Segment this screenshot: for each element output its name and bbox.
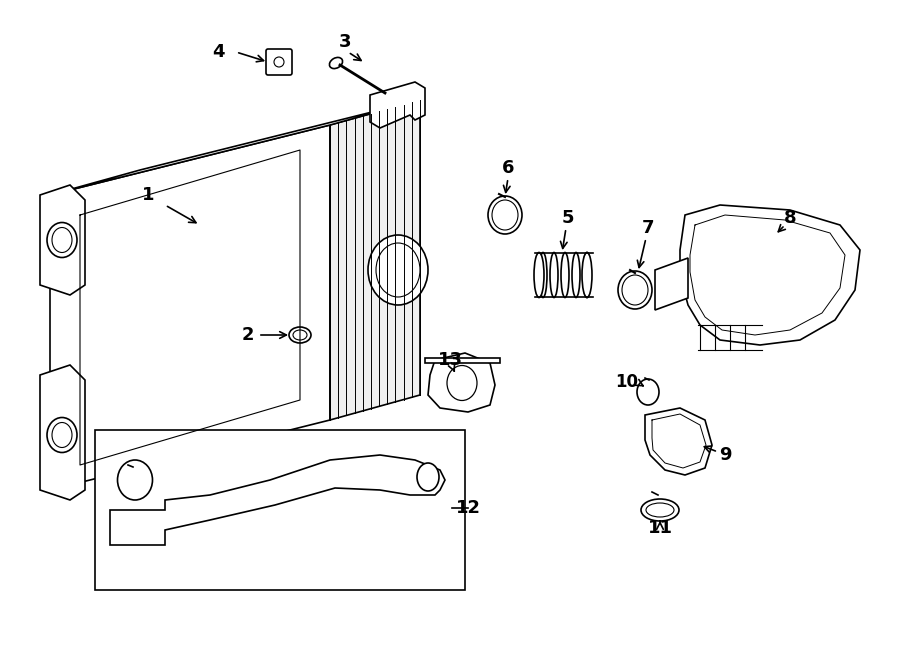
Text: 4: 4	[212, 43, 224, 61]
Ellipse shape	[583, 253, 591, 297]
Text: 8: 8	[784, 209, 796, 227]
Ellipse shape	[47, 418, 77, 453]
Ellipse shape	[582, 253, 592, 297]
Ellipse shape	[118, 460, 152, 500]
Text: 6: 6	[502, 159, 514, 177]
Polygon shape	[330, 100, 420, 420]
Ellipse shape	[618, 271, 652, 309]
Ellipse shape	[376, 243, 420, 297]
Polygon shape	[645, 408, 712, 475]
Polygon shape	[370, 82, 425, 128]
FancyBboxPatch shape	[266, 49, 292, 75]
Text: 11: 11	[647, 519, 672, 537]
Ellipse shape	[368, 235, 428, 305]
Text: 7: 7	[642, 219, 654, 237]
Ellipse shape	[572, 253, 580, 297]
Text: 13: 13	[437, 351, 463, 369]
Ellipse shape	[534, 253, 544, 297]
Text: 5: 5	[562, 209, 574, 227]
Text: 1: 1	[142, 186, 154, 204]
Ellipse shape	[47, 223, 77, 258]
Ellipse shape	[641, 499, 679, 521]
Polygon shape	[425, 358, 500, 363]
Ellipse shape	[52, 227, 72, 253]
Polygon shape	[110, 455, 445, 545]
Polygon shape	[50, 100, 420, 195]
Ellipse shape	[561, 253, 569, 297]
Polygon shape	[40, 365, 85, 500]
Text: 10: 10	[615, 373, 638, 391]
Polygon shape	[40, 185, 85, 295]
Ellipse shape	[293, 330, 307, 340]
Polygon shape	[50, 125, 330, 490]
Ellipse shape	[646, 503, 674, 517]
Ellipse shape	[539, 253, 547, 297]
Ellipse shape	[492, 200, 518, 230]
Bar	[95, 430, 465, 590]
Ellipse shape	[417, 463, 439, 491]
Ellipse shape	[622, 275, 648, 305]
Polygon shape	[428, 353, 495, 412]
Ellipse shape	[550, 253, 558, 297]
Text: 2: 2	[242, 326, 254, 344]
Ellipse shape	[274, 57, 284, 67]
Polygon shape	[50, 375, 65, 490]
Polygon shape	[50, 195, 65, 285]
Text: 9: 9	[719, 446, 731, 464]
Ellipse shape	[289, 327, 311, 343]
Ellipse shape	[447, 366, 477, 401]
Polygon shape	[680, 205, 860, 345]
Ellipse shape	[329, 58, 343, 69]
Ellipse shape	[488, 196, 522, 234]
Text: 3: 3	[338, 33, 351, 51]
Ellipse shape	[52, 422, 72, 447]
Text: 12: 12	[456, 499, 481, 517]
Polygon shape	[655, 258, 688, 310]
Ellipse shape	[637, 379, 659, 405]
